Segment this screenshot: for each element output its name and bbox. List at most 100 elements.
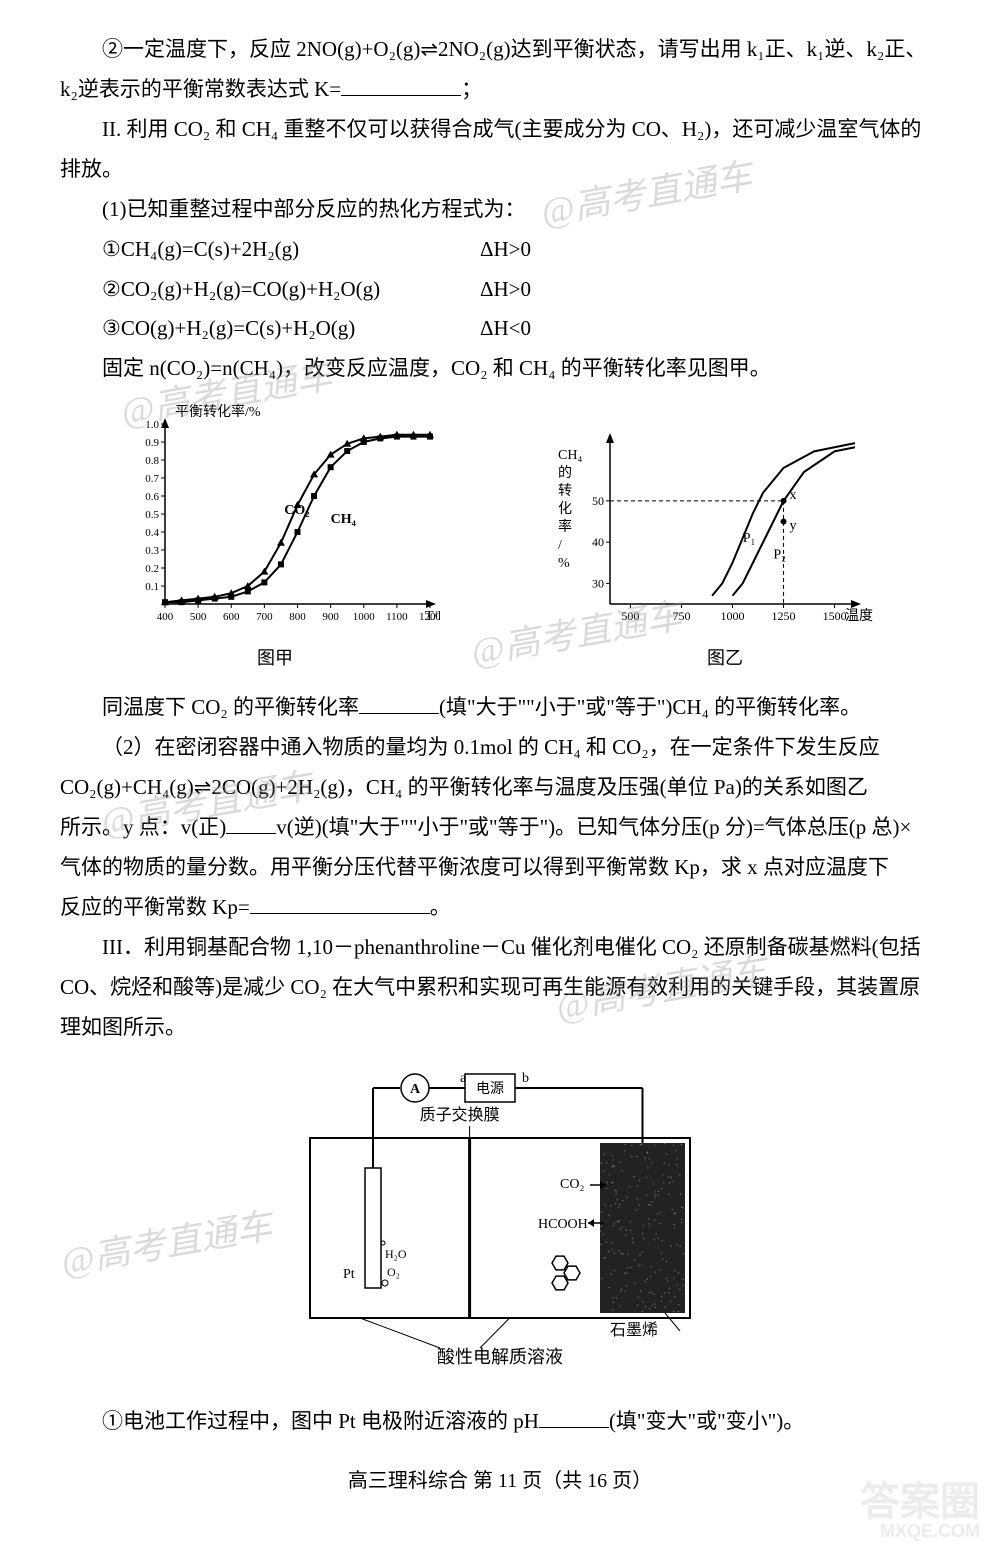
svg-text:T/K: T/K	[425, 609, 440, 624]
bottom-wm-bot: MXQE.COM	[860, 1522, 980, 1540]
svg-text:700: 700	[256, 611, 273, 623]
svg-text:CO₂: CO₂	[284, 503, 309, 518]
text-line-2-pre: k₂逆表示的平衡常数表达式 K=	[60, 77, 341, 101]
ii-2-b: CO₂(g)+CH₄(g)⇌2CO(g)+2H₂(g)，CH₄ 的平衡转化率与温…	[60, 768, 940, 808]
svg-text:图甲: 图甲	[257, 648, 293, 668]
bottom-wm-top: 答案圈	[860, 1482, 980, 1522]
svg-text:O₂: O₂	[387, 1265, 400, 1279]
ii-2-c-post: v(逆)(填"大于""小于"或"等于")。已知气体分压(p 分)=气体总压(p …	[276, 815, 911, 839]
figure-yi: 30 40 50 500 750 1000 1250 1500 CH₄ 的转化率 /% 温度 P₁ P₂ x…	[540, 419, 890, 683]
iii-q1: ①电池工作过程中，图中 Pt 电极附近溶液的 pH (填"变大"或"变小")。	[60, 1402, 940, 1442]
blank-v-compare	[226, 808, 276, 834]
equation-1: ①CH₄(g)=C(s)+2H₂(g) ΔH>0	[60, 230, 940, 270]
svg-text:900: 900	[322, 611, 339, 623]
para-ii: II. 利用 CO₂ 和 CH₄ 重整不仅可以获得合成气(主要成分为 CO、H₂…	[60, 110, 940, 190]
blank-k-expression	[341, 70, 461, 96]
svg-text:500: 500	[190, 611, 207, 623]
svg-text:400: 400	[157, 611, 174, 623]
svg-text:率: 率	[558, 518, 572, 535]
svg-text:化: 化	[558, 501, 572, 517]
chart-yi-svg: 30 40 50 500 750 1000 1250 1500 CH₄ 的转化率 /% 温度 P₁ P₂ x…	[540, 419, 890, 669]
svg-text:电源: 电源	[476, 1081, 504, 1097]
text-line-2: k₂逆表示的平衡常数表达式 K= ；	[60, 70, 940, 110]
svg-text:0.6: 0.6	[145, 491, 159, 503]
svg-text:750: 750	[672, 609, 690, 623]
svg-text:石墨烯: 石墨烯	[610, 1321, 658, 1339]
para-iii: III．利用铜基配合物 1,10－phenanthroline－Cu 催化剂电催…	[60, 928, 940, 1048]
svg-text:转: 转	[558, 483, 572, 499]
equation-3: ③CO(g)+H₂(g)=C(s)+H₂O(g) ΔH<0	[60, 309, 940, 349]
svg-text:CO₂: CO₂	[560, 1177, 584, 1192]
svg-text:%: %	[558, 556, 570, 571]
svg-text:1000: 1000	[353, 611, 376, 623]
blank-kp	[250, 888, 430, 914]
svg-text:P₁: P₁	[743, 531, 756, 546]
svg-text:P₂: P₂	[773, 548, 786, 563]
svg-text:A: A	[410, 1082, 421, 1097]
svg-text:0.9: 0.9	[145, 437, 159, 449]
ii-1-intro: (1)已知重整过程中部分反应的热化方程式为：	[60, 190, 940, 230]
svg-text:图乙: 图乙	[707, 648, 743, 668]
figure-jia: 0.1 0.2 0.3 0.4 0.5 0.6 0.7 0.8 0.9 1.0 400 500 600 7…	[110, 399, 440, 683]
chart-jia-svg: 0.1 0.2 0.3 0.4 0.5 0.6 0.7 0.8 0.9 1.0 400 500 600 7…	[110, 399, 440, 669]
svg-text:800: 800	[289, 611, 306, 623]
svg-text:1500: 1500	[823, 609, 847, 623]
svg-text:温度: 温度	[845, 608, 873, 624]
exam-page: @高考直通车 @高考直通车 @高考直通车 @高考直通车 @高考直通车 @高考直通…	[0, 0, 1000, 1550]
svg-text:30: 30	[592, 577, 604, 591]
svg-text:1250: 1250	[772, 609, 796, 623]
blank-compare	[359, 688, 439, 714]
ii-2-d: 气体的物质的量分数。用平衡分压代替平衡浓度可以得到平衡常数 Kp，求 x 点对应…	[60, 848, 940, 888]
svg-text:CH₄: CH₄	[558, 448, 582, 463]
bottom-watermark: 答案圈 MXQE.COM	[860, 1482, 980, 1540]
svg-text:0.7: 0.7	[145, 473, 159, 485]
svg-text:0.5: 0.5	[145, 509, 159, 521]
svg-text:40: 40	[592, 535, 604, 549]
iii-q1-pre: ①电池工作过程中，图中 Pt 电极附近溶液的 pH	[102, 1409, 539, 1433]
ii-fixed: 固定 n(CO₂)=n(CH₄)，改变反应温度，CO₂ 和 CH₄ 的平衡转化率…	[60, 349, 940, 389]
eq2-left: ②CO₂(g)+H₂(g)=CO(g)+H₂O(g)	[60, 270, 480, 310]
q-same-temp-post: (填"大于""小于"或"等于")CH₄ 的平衡转化率。	[439, 695, 861, 719]
svg-text:0.4: 0.4	[145, 527, 159, 539]
svg-text:0.3: 0.3	[145, 545, 159, 557]
svg-text:0.2: 0.2	[145, 563, 159, 575]
svg-text:600: 600	[223, 611, 240, 623]
svg-text:50: 50	[592, 494, 604, 508]
eq3-left: ③CO(g)+H₂(g)=C(s)+H₂O(g)	[60, 309, 480, 349]
q-same-temp-pre: 同温度下 CO₂ 的平衡转化率	[102, 695, 359, 719]
svg-text:CH₄: CH₄	[331, 512, 357, 527]
page-footer: 高三理科综合 第 11 页（共 16 页）	[60, 1462, 940, 1500]
ii-2-c: 所示。y 点：v(正) v(逆)(填"大于""小于"或"等于")。已知气体分压(p…	[60, 808, 940, 848]
text-line-2-post: ；	[461, 77, 482, 101]
eq1-right: ΔH>0	[480, 230, 940, 270]
ii-2-e-post: 。	[430, 895, 451, 919]
svg-text:的: 的	[558, 465, 572, 481]
electrolysis-diagram: PtH₂OO₂石墨烯CO₂HCOOH质子交换膜Aa电源b酸性电解质溶液	[240, 1058, 760, 1378]
svg-text:1.0: 1.0	[145, 419, 159, 431]
svg-text:H₂O: H₂O	[385, 1247, 407, 1261]
ii-2-e-pre: 反应的平衡常数 Kp=	[60, 895, 250, 919]
equation-2: ②CO₂(g)+H₂(g)=CO(g)+H₂O(g) ΔH>0	[60, 270, 940, 310]
iii-q1-post: (填"变大"或"变小")。	[609, 1409, 804, 1433]
svg-text:x: x	[790, 488, 797, 503]
eq3-right: ΔH<0	[480, 309, 940, 349]
svg-text:0.8: 0.8	[145, 455, 159, 467]
eq2-right: ΔH>0	[480, 270, 940, 310]
svg-text:0.1: 0.1	[145, 581, 159, 593]
svg-text:酸性电解质溶液: 酸性电解质溶液	[437, 1347, 563, 1367]
text-line-1: ②一定温度下，反应 2NO(g)+O₂(g)⇌2NO₂(g)达到平衡状态，请写出…	[60, 30, 940, 70]
svg-text:平衡转化率/%: 平衡转化率/%	[175, 403, 261, 420]
eq1-left: ①CH₄(g)=C(s)+2H₂(g)	[60, 230, 480, 270]
ii-2-a: （2）在密闭容器中通入物质的量均为 0.1mol 的 CH₄ 和 CO₂，在一定…	[60, 728, 940, 768]
q-same-temp: 同温度下 CO₂ 的平衡转化率 (填"大于""小于"或"等于")CH₄ 的平衡转化…	[60, 688, 940, 728]
blank-ph	[539, 1402, 609, 1428]
svg-text:500: 500	[621, 609, 639, 623]
svg-text:1100: 1100	[386, 611, 408, 623]
svg-text:质子交换膜: 质子交换膜	[420, 1106, 500, 1124]
ii-2-e: 反应的平衡常数 Kp= 。	[60, 888, 940, 928]
ii-2-c-pre: 所示。y 点：v(正)	[60, 815, 226, 839]
svg-text:1000: 1000	[721, 609, 745, 623]
svg-text:HCOOH: HCOOH	[538, 1217, 588, 1232]
svg-text:Pt: Pt	[343, 1267, 355, 1282]
svg-text:/: /	[558, 538, 562, 553]
